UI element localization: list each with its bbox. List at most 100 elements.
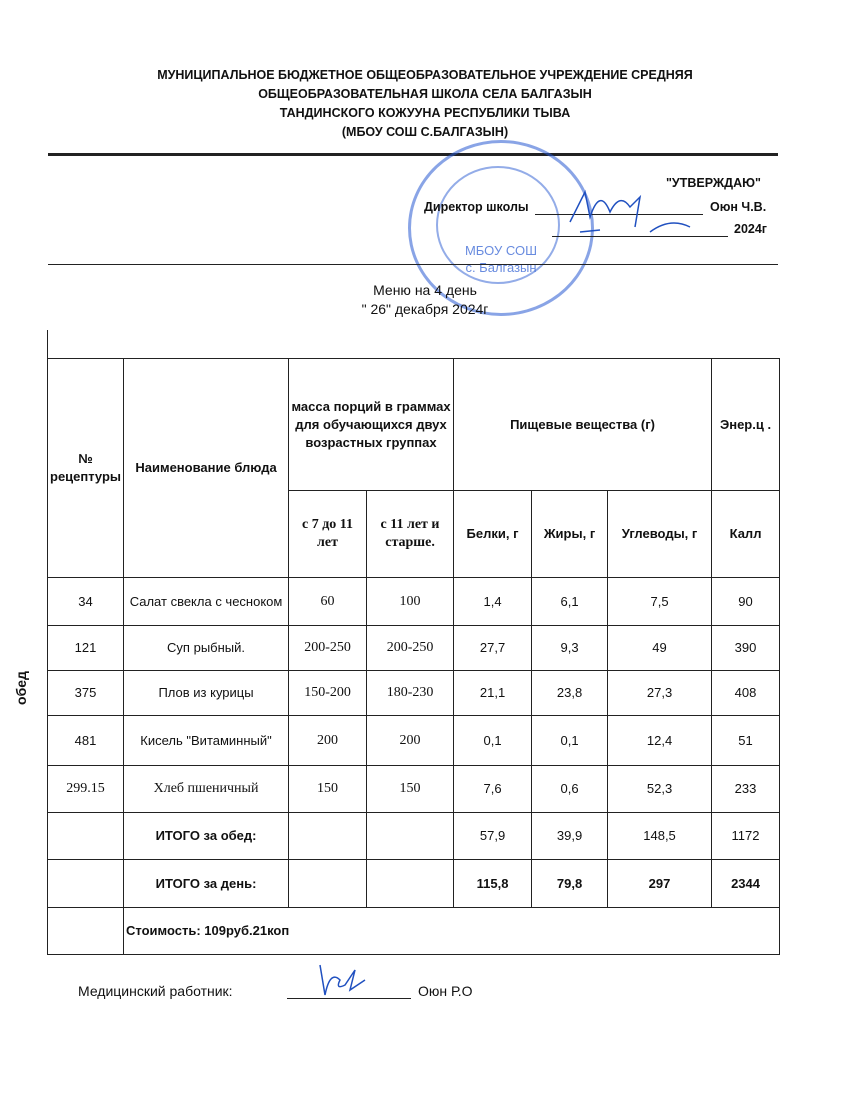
mass-age1-cell: 150 [288,765,368,813]
protein-cell: 1,4 [453,577,533,626]
total-day-row: ИТОГО за день: 115,8 79,8 297 2344 [46,859,781,908]
header-kcal: Калл [711,490,781,578]
mass-age1-cell: 200 [288,715,368,766]
divider [47,330,48,358]
recipe-cell: 34 [46,577,125,626]
header-age2: с 11 лет и старше. [366,490,455,578]
medic-signature [319,964,366,996]
protein-cell: 27,7 [453,625,533,671]
total-day-label: ИТОГО за день: [123,859,290,908]
menu-date: " 26" декабря 2024г [361,301,489,317]
carbs-cell: 27,3 [607,670,713,716]
divider [48,264,778,265]
table-row: 34 Салат свекла с чесноком 60 100 1,4 6,1 7,5 9… [46,577,781,626]
table-header-row: № рецептуры Наименование блюда масса пор… [46,358,781,578]
official-stamp [408,140,594,316]
carbs-cell: 49 [607,625,713,671]
approval-year: 2024г [734,222,768,236]
carbs-cell: 52,3 [607,765,713,813]
total-energy: 1172 [711,812,781,860]
protein-cell: 0,1 [453,715,533,766]
energy-cell: 233 [711,765,781,813]
header-age1: с 7 до 11 лет [288,490,368,578]
header-nutrients: Пищевые вещества (г) [453,358,713,491]
mass-age2-cell: 100 [366,577,455,626]
fat-cell: 6,1 [531,577,609,626]
stamp-text: МБОУ СОШ с. Балгазын [456,242,546,276]
fat-cell: 0,6 [531,765,609,813]
menu-table: № рецептуры Наименование блюда масса пор… [46,358,781,955]
total-fat: 39,9 [531,812,609,860]
table-row: 299.15 Хлеб пшеничный 150 150 7,6 0,6 52,3 233 [46,765,781,813]
dish-cell: Салат свекла с чесноком [123,577,290,626]
director-label: Директор школы [424,200,529,214]
signature-line [535,214,703,215]
dish-cell: Кисель "Витаминный" [123,715,290,766]
recipe-cell: 121 [46,625,125,671]
fat-cell: 0,1 [531,715,609,766]
recipe-cell: 299.15 [46,765,125,813]
mass-age2-cell: 200-250 [366,625,455,671]
header-protein: Белки, г [453,490,533,578]
day-carbs: 297 [607,859,713,908]
day-fat: 79,8 [531,859,609,908]
dish-cell: Суп рыбный. [123,625,290,671]
energy-cell: 408 [711,670,781,716]
energy-cell: 390 [711,625,781,671]
day-energy: 2344 [711,859,781,908]
director-signature [569,189,691,233]
dish-cell: Плов из курицы [123,670,290,716]
header-recipe: № рецептуры [46,358,125,578]
total-lunch-label: ИТОГО за обед: [123,812,290,860]
recipe-cell: 375 [46,670,125,716]
cost-value: Стоимость: 109руб.21коп [123,907,781,955]
energy-cell: 51 [711,715,781,766]
energy-cell: 90 [711,577,781,626]
medic-label: Медицинский работник: [78,983,233,999]
approve-label: "УТВЕРЖДАЮ" [666,176,761,190]
official-stamp-inner [436,166,560,284]
table-row: 121 Суп рыбный. 200-250 200-250 27,7 9,3 49 390 [46,625,781,671]
section-label: обед [12,671,29,705]
mass-age1-cell: 200-250 [288,625,368,671]
total-lunch-row: ИТОГО за обед: 57,9 39,9 148,5 1172 [46,812,781,860]
recipe-cell: 481 [46,715,125,766]
mass-age1-cell: 60 [288,577,368,626]
table-subheader-row: с 7 до 11 лет с 11 лет и старше. Белки, … [48,490,781,578]
day-protein: 115,8 [453,859,533,908]
stamp-line: с. Балгазын [465,260,537,275]
header-dish: Наименование блюда [123,358,290,578]
total-protein: 57,9 [453,812,533,860]
protein-cell: 7,6 [453,765,533,813]
header-fat: Жиры, г [531,490,609,578]
menu-day: Меню на 4 день [373,282,477,298]
header-line: ОБЩЕОБРАЗОВАТЕЛЬНАЯ ШКОЛА СЕЛА БАЛГАЗЫН [258,87,592,101]
table-row: 481 Кисель "Витаминный" 200 200 0,1 0,1 12,4 51 [46,715,781,766]
total-carbs: 148,5 [607,812,713,860]
mass-age2-cell: 200 [366,715,455,766]
header-energy: Энер.ц . [711,358,781,491]
medic-name: Оюн Р.О [418,983,473,999]
date-line [552,236,728,237]
mass-age2-cell: 150 [366,765,455,813]
stamp-line: МБОУ СОШ [464,243,538,258]
header-mass: масса порций в граммах для обучающихся д… [288,358,455,491]
fat-cell: 23,8 [531,670,609,716]
header-line: ТАНДИНСКОГО КОЖУУНА РЕСПУБЛИКИ ТЫВА [279,106,571,120]
fat-cell: 9,3 [531,625,609,671]
school-header: МУНИЦИПАЛЬНОЕ БЮДЖЕТНОЕ ОБЩЕОБРАЗОВАТЕЛЬ… [0,66,850,142]
director-name: Оюн Ч.В. [710,200,767,214]
mass-age2-cell: 180-230 [366,670,455,716]
carbs-cell: 7,5 [607,577,713,626]
table-row: 375 Плов из курицы 150-200 180-230 21,1 23,8 2… [46,670,781,716]
mass-age1-cell: 150-200 [288,670,368,716]
signature-line [287,998,411,999]
cost-row: Стоимость: 109руб.21коп [46,907,781,955]
header-carbs: Углеводы, г [607,490,713,578]
dish-cell: Хлеб пшеничный [123,765,290,813]
header-line: (МБОУ СОШ С.БАЛГАЗЫН) [341,125,509,139]
divider [48,153,778,156]
header-line: МУНИЦИПАЛЬНОЕ БЮДЖЕТНОЕ ОБЩЕОБРАЗОВАТЕЛЬ… [157,68,693,82]
protein-cell: 21,1 [453,670,533,716]
